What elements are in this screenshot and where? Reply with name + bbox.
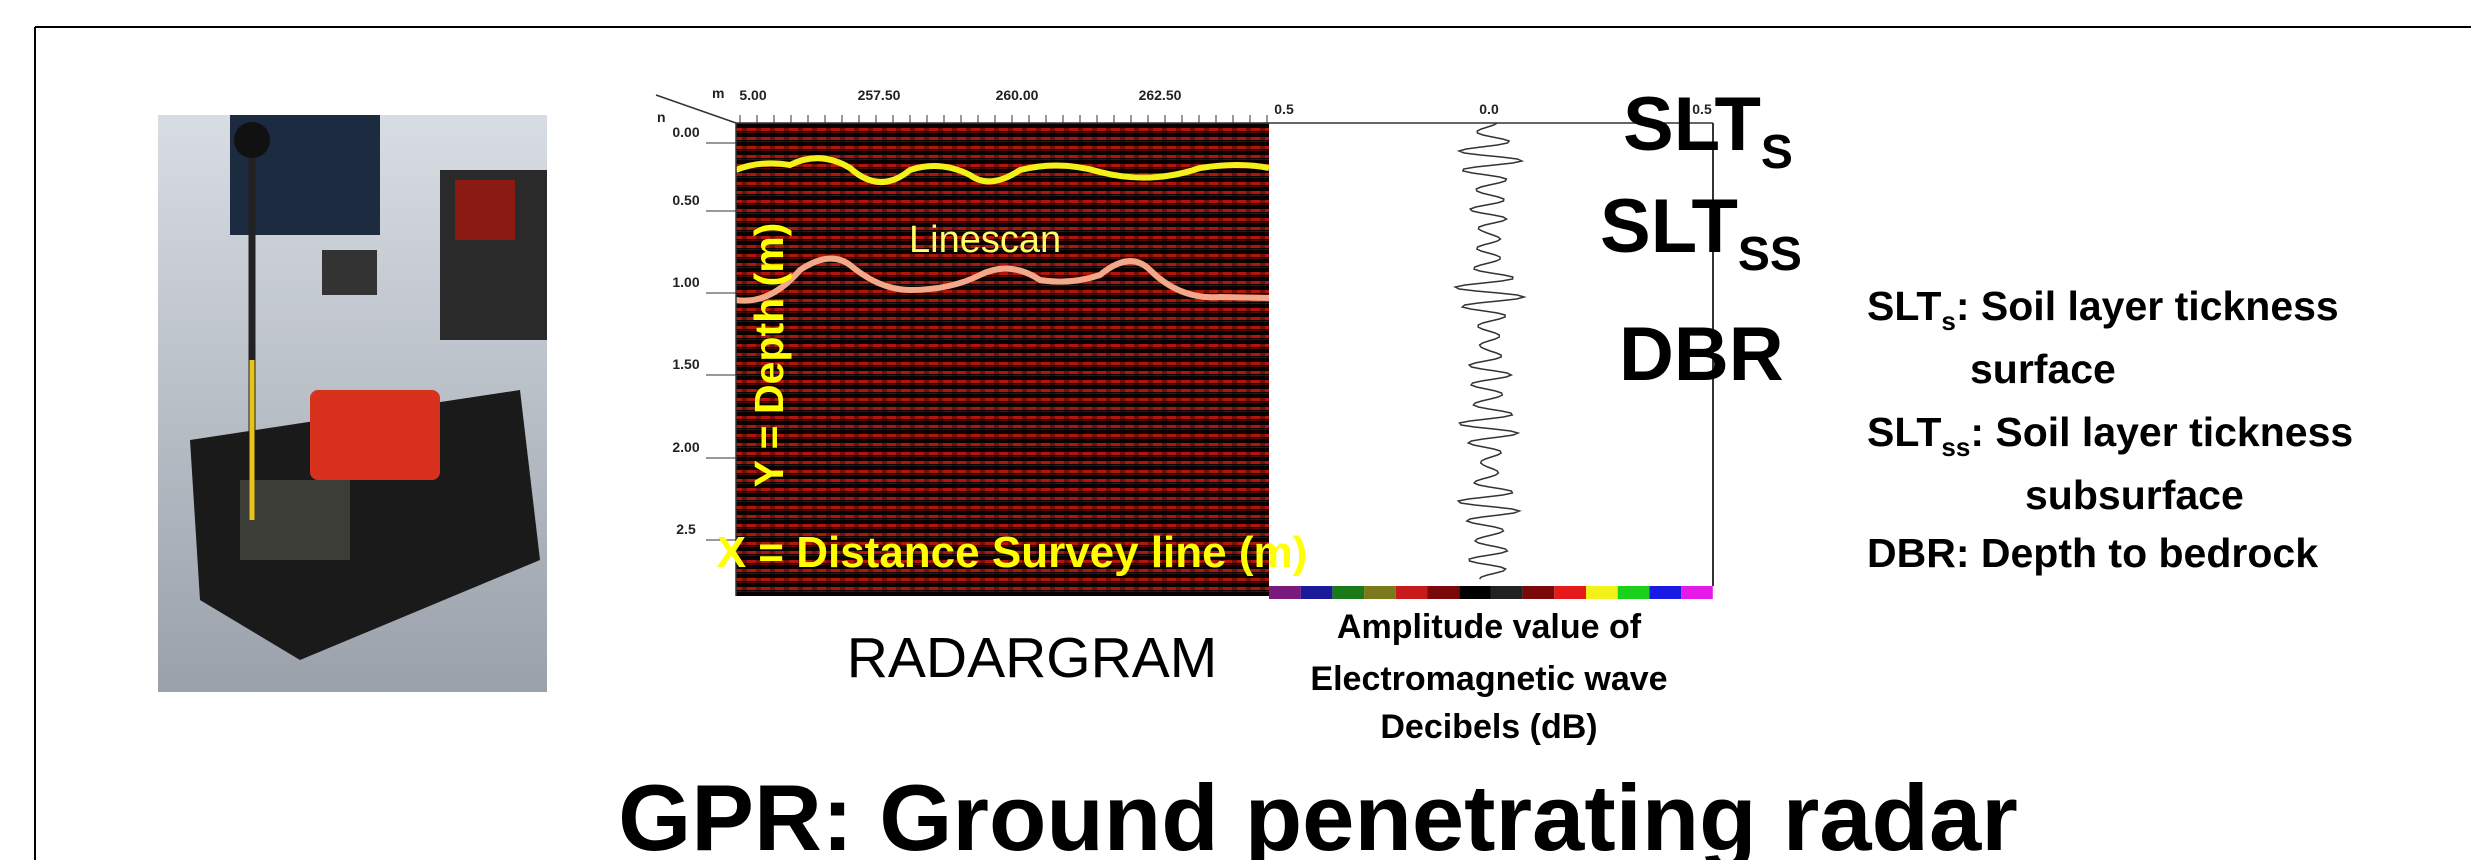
- color-bar-cell: [1395, 586, 1428, 599]
- layer-label-sub: SS: [1738, 228, 1802, 281]
- y-tick-label: 0.50: [672, 192, 699, 208]
- trace-tick-label: 0.5: [1274, 101, 1294, 117]
- x-tick-label: 260.00: [996, 87, 1039, 103]
- trace-caption: Decibels (dB): [1380, 708, 1597, 746]
- legend-desc: : Soil layer tickness: [1956, 283, 2339, 329]
- radargram: [655, 94, 1270, 596]
- trace-caption: Electromagnetic wave: [1310, 660, 1667, 698]
- x-tick-label: 257.50: [858, 87, 901, 103]
- trace-tick-label: 0.5: [1692, 101, 1712, 117]
- layer-label: SLTSS: [1600, 184, 1802, 281]
- y-tick-label: 1.50: [672, 356, 699, 372]
- y-unit: n: [657, 109, 666, 125]
- legend-term: SLT: [1867, 283, 1941, 329]
- gpr-photo: [158, 115, 547, 692]
- y-tick-label: 2.00: [672, 439, 699, 455]
- x-tick-label: 5.00: [739, 87, 766, 103]
- x-unit: m: [712, 85, 724, 101]
- legend-sub: s: [1941, 306, 1955, 336]
- color-bar-cell: [1459, 586, 1491, 599]
- color-bar-cell: [1427, 586, 1460, 599]
- color-bar-cell: [1490, 586, 1523, 599]
- legend-desc: : Depth to bedrock: [1956, 530, 2318, 576]
- legend-sub: ss: [1941, 432, 1970, 462]
- layer-label-sub: S: [1761, 126, 1793, 179]
- legend-entry: DBR: Depth to bedrock: [1867, 530, 2318, 576]
- trace-caption: Amplitude value of: [1337, 608, 1642, 646]
- legend-continuation: surface: [1970, 346, 2116, 392]
- layer-label: SLTS: [1623, 82, 1793, 179]
- layer-label-base: SLT: [1600, 184, 1738, 269]
- y-tick-label: 0.00: [672, 124, 699, 140]
- linescan-label: Linescan: [909, 219, 1061, 261]
- y-axis-label: Y = Depth (m): [746, 223, 792, 488]
- color-bar-cell: [1364, 586, 1396, 599]
- layer-label-base: DBR: [1619, 312, 1784, 397]
- x-axis-label: X = Distance Survey line (m): [717, 528, 1308, 577]
- color-bar-cell: [1586, 586, 1618, 599]
- y-tick-label: 2.5: [676, 521, 696, 537]
- color-bar-cell: [1554, 586, 1586, 599]
- color-bar-cell: [1617, 586, 1650, 599]
- legend-term: DBR: [1867, 530, 1956, 576]
- legend-entry: SLTs: Soil layer tickness: [1867, 283, 2339, 336]
- legend-desc: : Soil layer tickness: [1970, 409, 2353, 455]
- color-bar-cell: [1522, 586, 1555, 599]
- layer-label: DBR: [1619, 312, 1784, 397]
- slide-title: GPR: Ground penetrating radar: [618, 765, 2018, 860]
- color-bar-cell: [1269, 586, 1301, 599]
- legend-term: SLT: [1867, 409, 1941, 455]
- color-bar-cell: [1649, 586, 1682, 599]
- layer-label-base: SLT: [1623, 82, 1761, 167]
- radargram-caption: RADARGRAM: [847, 626, 1218, 690]
- y-tick-label: 1.00: [672, 274, 699, 290]
- color-bar-cell: [1332, 586, 1365, 599]
- legend-entry: SLTss: Soil layer tickness: [1867, 409, 2353, 462]
- color-bar-cell: [1681, 586, 1713, 599]
- color-bar-cell: [1300, 586, 1333, 599]
- x-tick-label: 262.50: [1139, 87, 1182, 103]
- legend-continuation: subsurface: [2025, 472, 2244, 518]
- trace-tick-label: 0.0: [1479, 101, 1499, 117]
- trace-panel: [1269, 122, 1714, 599]
